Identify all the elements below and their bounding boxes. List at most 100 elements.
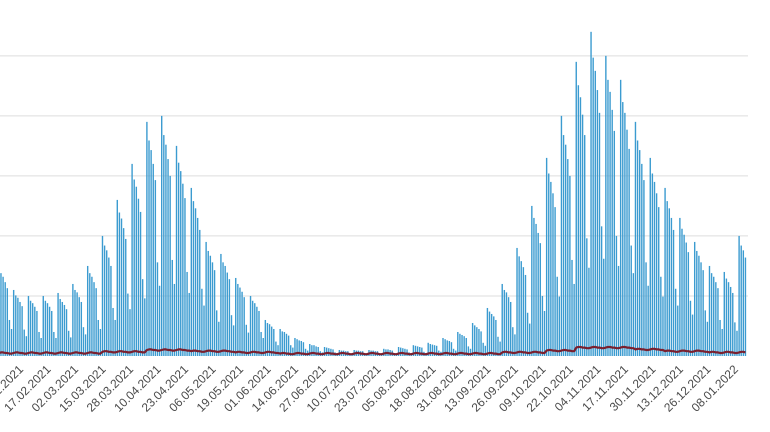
bar [446, 340, 448, 356]
bar [292, 347, 294, 356]
bar [552, 193, 554, 356]
bar [738, 235, 740, 356]
bar [74, 289, 76, 356]
bar [590, 31, 592, 357]
bar [490, 313, 493, 356]
bar [158, 285, 161, 356]
bar [634, 121, 637, 356]
bar [61, 301, 63, 356]
bar [564, 144, 567, 356]
bar [6, 288, 9, 356]
bar [89, 273, 91, 356]
bar [465, 337, 467, 356]
bar [628, 148, 630, 356]
bar [215, 310, 218, 356]
bar [29, 300, 32, 356]
bar [184, 198, 186, 356]
bar [611, 109, 613, 356]
bar [8, 319, 11, 356]
bar [478, 328, 480, 356]
bar [48, 306, 51, 356]
bar [717, 288, 719, 356]
bar [598, 112, 601, 356]
bar [0, 273, 2, 356]
bar [110, 265, 112, 356]
bar [27, 295, 30, 356]
bar [685, 242, 687, 356]
bar [632, 273, 635, 356]
bar [603, 258, 605, 356]
bar [670, 217, 673, 356]
bar [488, 311, 491, 356]
bar [431, 344, 434, 356]
bar [584, 135, 586, 356]
bar [740, 245, 742, 356]
bar [171, 259, 173, 356]
bar [95, 288, 97, 356]
bar [21, 306, 23, 356]
bar [442, 337, 444, 356]
bar [270, 326, 273, 356]
bar [526, 312, 529, 356]
bar [243, 297, 245, 356]
bar [131, 163, 133, 356]
bar [704, 310, 706, 356]
bar [719, 319, 721, 356]
bar [226, 272, 228, 356]
bar [175, 145, 178, 356]
bar [268, 324, 271, 356]
bar [444, 339, 446, 356]
bar [562, 135, 565, 356]
bar [46, 303, 49, 356]
bar [543, 310, 546, 356]
bar [556, 276, 558, 356]
bar [129, 309, 131, 356]
bar [239, 287, 241, 356]
bar [108, 257, 110, 356]
bar [196, 217, 199, 356]
bar [693, 241, 696, 356]
bar [742, 250, 745, 356]
bar [531, 205, 533, 356]
bar [459, 333, 461, 356]
bar [258, 310, 260, 356]
bar [681, 228, 683, 356]
bar [213, 270, 216, 356]
bar [655, 193, 658, 356]
bar [57, 292, 59, 356]
bar [721, 328, 723, 356]
bar [38, 331, 40, 356]
bar [256, 306, 258, 356]
bar [586, 238, 588, 356]
bar [31, 303, 34, 356]
bar [264, 319, 267, 356]
bar [317, 346, 319, 356]
bar [505, 292, 508, 356]
bar [199, 229, 201, 356]
bar [509, 301, 512, 356]
bar [592, 57, 594, 356]
bar [613, 130, 616, 356]
bar [25, 336, 28, 356]
bar [622, 102, 624, 356]
bar [135, 186, 138, 356]
bar [421, 347, 423, 356]
bar [247, 332, 250, 356]
bar [59, 298, 61, 356]
bar [641, 163, 643, 356]
bar [600, 226, 603, 356]
bar [677, 305, 679, 356]
bar [708, 265, 711, 356]
bar [36, 310, 38, 356]
bar [524, 274, 527, 356]
bar [619, 79, 622, 357]
bar [220, 253, 222, 356]
bar [161, 115, 163, 357]
bar [653, 181, 656, 356]
bar [277, 345, 279, 356]
bar [507, 297, 510, 356]
bar [133, 179, 135, 356]
bar [689, 300, 692, 356]
bar [300, 340, 302, 356]
